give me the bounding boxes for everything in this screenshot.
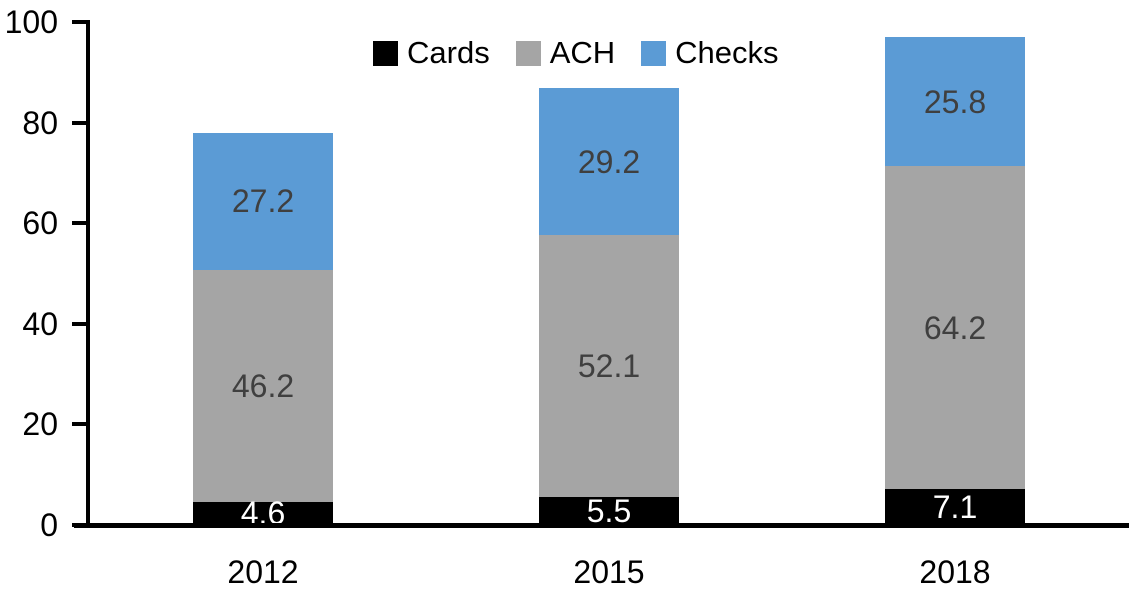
- y-tick-label: 0: [40, 507, 58, 543]
- legend-swatch-checks: [641, 40, 667, 66]
- data-label: 46.2: [231, 367, 295, 404]
- y-tick-label: 100: [4, 4, 58, 40]
- data-label: 52.1: [577, 348, 641, 385]
- x-category-label-2012: 2012: [227, 554, 299, 590]
- y-tick-label: 40: [22, 305, 58, 342]
- bar-2015: 5.5 52.1 29.2: [539, 88, 679, 530]
- bar-segment-checks-2018: 25.8: [885, 36, 1025, 167]
- bar-segment-checks-2012: 27.2: [193, 132, 333, 270]
- bar-2018: 7.1 64.2 25.8: [885, 36, 1025, 525]
- legend-label: Cards: [407, 35, 490, 70]
- legend-swatch-ach: [515, 40, 541, 66]
- bar-segment-ach-2015: 52.1: [539, 235, 679, 498]
- y-tick-label: 60: [22, 205, 58, 242]
- y-tick: [72, 422, 88, 427]
- legend-swatch-cards: [373, 40, 398, 66]
- bar-segment-cards-2018: 7.1: [885, 489, 1025, 525]
- y-tick: [72, 20, 88, 24]
- y-tick: [72, 221, 88, 226]
- y-tick: [72, 120, 88, 125]
- data-label: 27.2: [231, 183, 295, 220]
- data-label: 25.8: [923, 83, 987, 120]
- y-tick-label: 20: [22, 406, 58, 443]
- data-label: 29.2: [577, 143, 641, 180]
- legend-label: Checks: [675, 35, 779, 70]
- bar-segment-cards-2012: 4.6: [193, 497, 333, 529]
- y-tick-label: 80: [22, 104, 58, 141]
- legend-label: ACH: [549, 35, 616, 70]
- data-label: 5.5: [586, 493, 632, 530]
- legend-item-ach: ACH: [515, 35, 616, 70]
- y-axis-line: [86, 20, 90, 528]
- x-category-label-2018: 2018: [919, 554, 991, 590]
- bar-segment-checks-2015: 29.2: [539, 88, 679, 236]
- bar-segment-ach-2012: 46.2: [193, 269, 333, 502]
- legend-item-checks: Checks: [641, 35, 779, 70]
- bar-2012: 4.6 46.2 27.2: [193, 132, 333, 529]
- x-category-label-2015: 2015: [573, 554, 645, 590]
- legend: Cards ACH Checks: [373, 35, 779, 70]
- x-axis-line: [74, 523, 1129, 528]
- y-tick: [72, 321, 88, 326]
- bar-segment-ach-2018: 64.2: [885, 166, 1025, 490]
- data-label: 7.1: [932, 489, 978, 526]
- legend-item-cards: Cards: [373, 35, 490, 70]
- bar-segment-cards-2015: 5.5: [539, 493, 679, 530]
- data-label: 64.2: [923, 309, 987, 346]
